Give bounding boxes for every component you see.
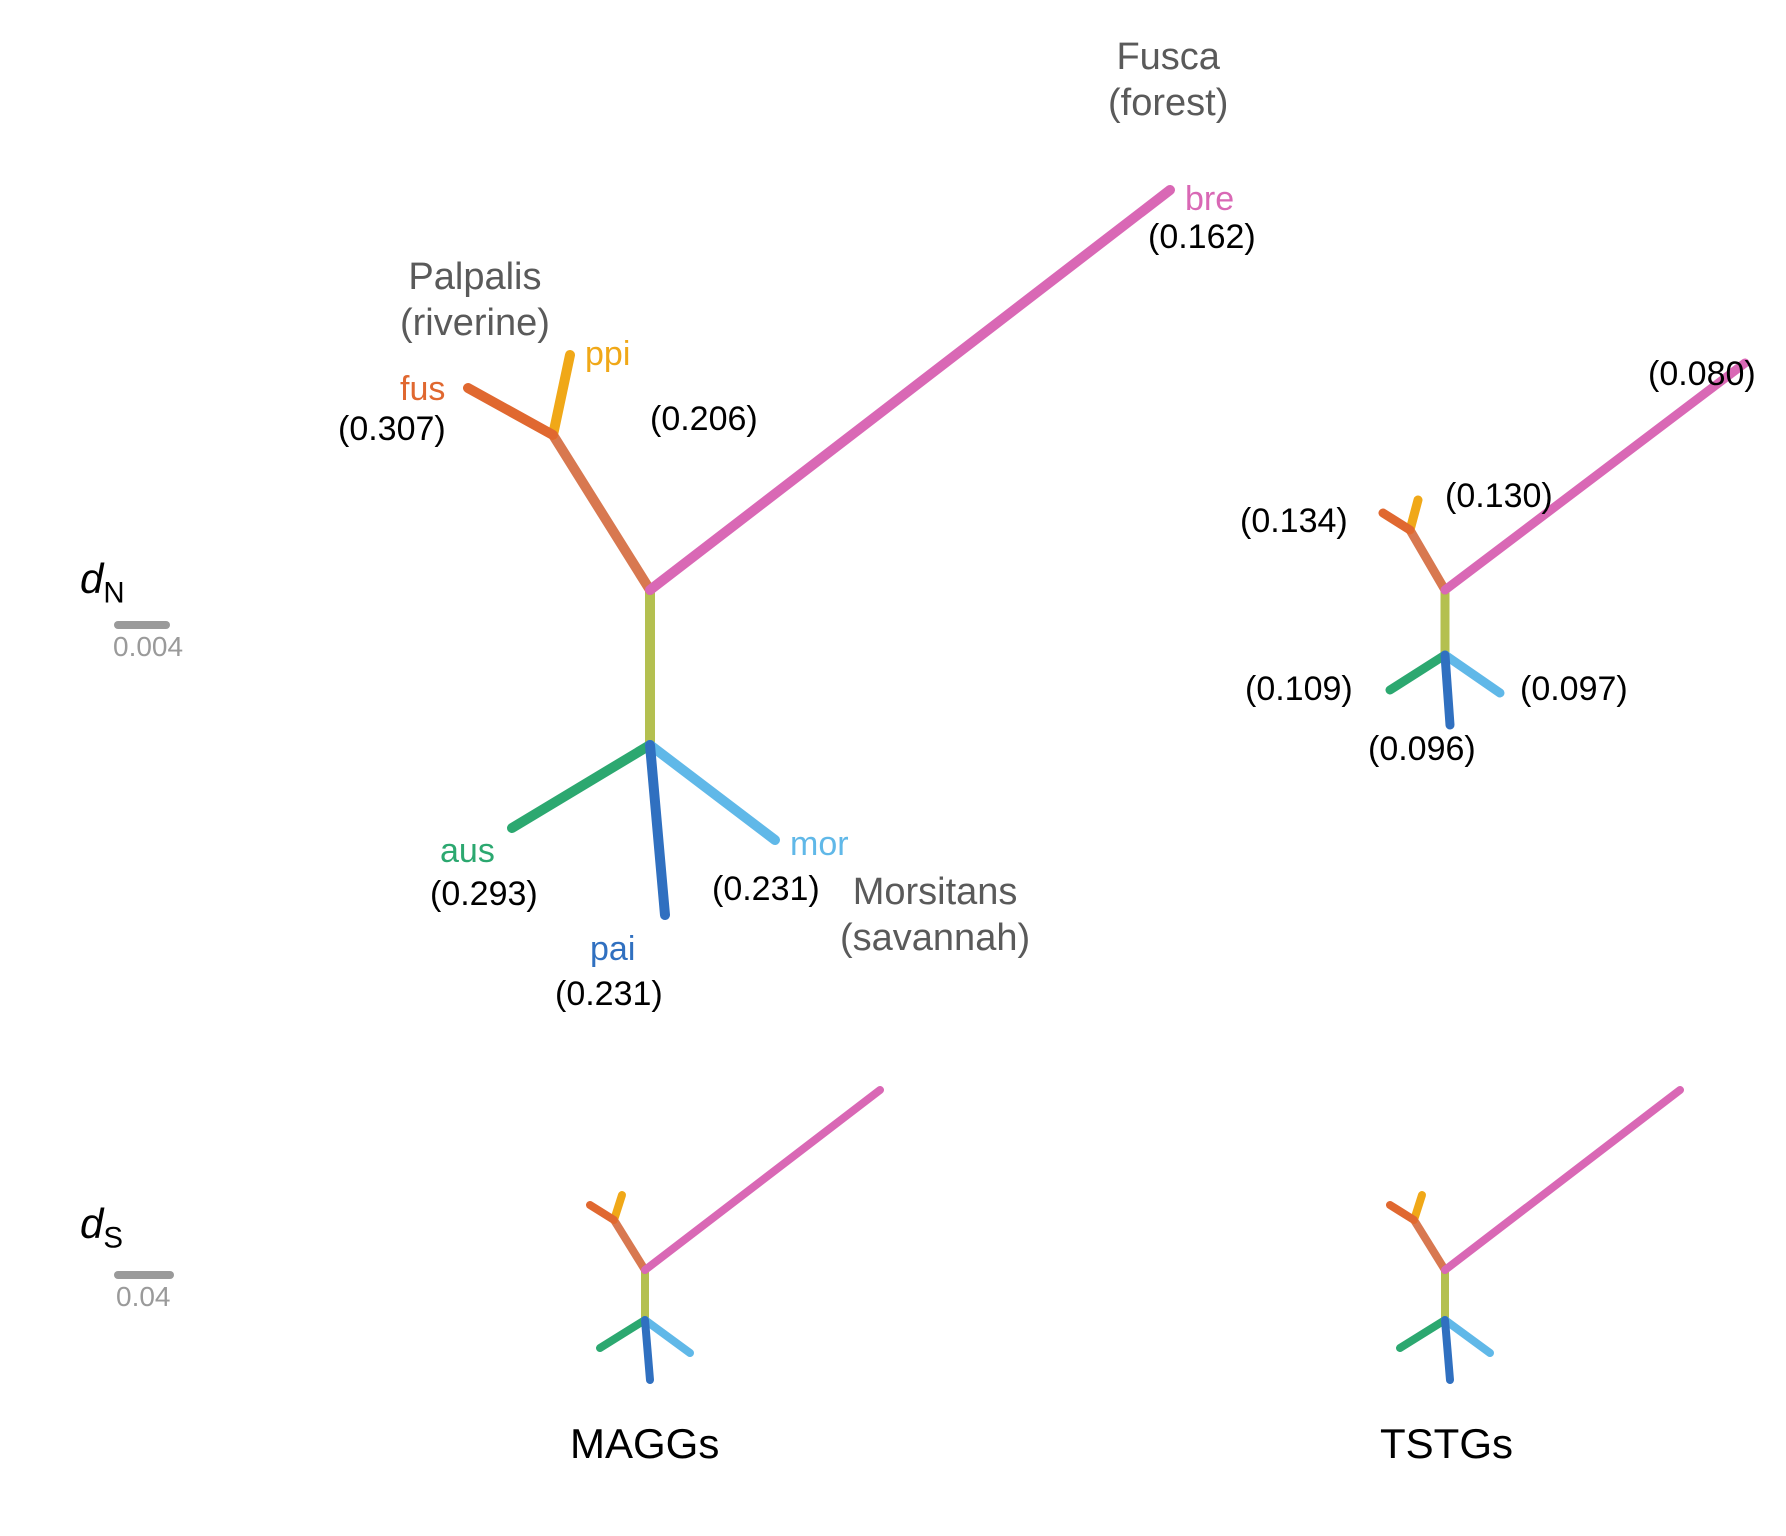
branch-dn_maggs-mor	[650, 745, 775, 840]
group-label-line1: Fusca	[1116, 36, 1219, 78]
group-label-morsitans: Morsitans (savannah)	[840, 870, 1030, 961]
value-dn-tstgs-fus: (0.134)	[1240, 502, 1348, 541]
branch-dn_maggs-aus	[512, 745, 650, 828]
group-label-line2: (riverine)	[400, 302, 550, 344]
tip-label-mor: mor	[790, 825, 849, 864]
group-label-fusca: Fusca (forest)	[1108, 35, 1228, 126]
scale-label-ds: 0.04	[116, 1281, 171, 1313]
branch-ds_tstgs-fus	[1390, 1205, 1414, 1220]
branch-dn_tstgs-stem_upper	[1410, 530, 1445, 590]
group-label-line2: (savannah)	[840, 917, 1030, 959]
value-dn-tstgs-mor: (0.097)	[1520, 670, 1628, 709]
branch-ds_tstgs-aus	[1400, 1320, 1445, 1348]
group-label-line1: Morsitans	[853, 871, 1018, 913]
branch-dn_maggs-fus	[468, 388, 553, 435]
branch-dn_maggs-ppi	[553, 355, 570, 435]
tip-label-ppi: ppi	[585, 335, 630, 374]
branch-dn_tstgs-aus	[1390, 655, 1445, 690]
branch-ds_maggs-stem_upper	[614, 1220, 645, 1270]
value-dn-tstgs-ppi: (0.130)	[1445, 477, 1553, 516]
branch-ds_tstgs-bre	[1445, 1090, 1680, 1270]
tree-svg	[0, 0, 1786, 1536]
row-label-ds-sub: S	[103, 1221, 123, 1254]
figure-canvas: Fusca (forest) Palpalis (riverine) Morsi…	[0, 0, 1786, 1536]
branch-ds_maggs-mor	[645, 1320, 690, 1353]
value-dn-maggs-fus: (0.307)	[338, 410, 446, 449]
branch-ds_tstgs-mor	[1445, 1320, 1490, 1353]
branch-ds_maggs-fus	[590, 1205, 614, 1220]
branch-dn_maggs-bre	[650, 190, 1170, 590]
branch-dn_maggs-stem_upper	[553, 435, 650, 590]
value-dn-tstgs-aus: (0.109)	[1245, 670, 1353, 709]
value-dn-maggs-aus: (0.293)	[430, 875, 538, 914]
group-label-line1: Palpalis	[408, 256, 541, 298]
value-dn-maggs-pai: (0.231)	[555, 975, 663, 1014]
tip-label-bre: bre	[1185, 180, 1234, 219]
branch-dn_maggs-pai	[650, 745, 665, 915]
branch-ds_tstgs-stem_upper	[1414, 1220, 1445, 1270]
branch-ds_tstgs-pai	[1445, 1320, 1450, 1380]
branch-dn_tstgs-pai	[1445, 655, 1450, 725]
group-label-line2: (forest)	[1108, 82, 1228, 124]
value-dn-tstgs-bre: (0.080)	[1648, 355, 1756, 394]
tip-label-pai: pai	[590, 930, 635, 969]
branch-ds_maggs-aus	[600, 1320, 645, 1348]
tip-label-fus: fus	[400, 370, 445, 409]
scale-label-dn: 0.004	[113, 631, 183, 663]
value-dn-maggs-mor: (0.231)	[712, 870, 820, 909]
value-dn-tstgs-pai: (0.096)	[1368, 730, 1476, 769]
group-label-palpalis: Palpalis (riverine)	[400, 255, 550, 346]
tip-label-aus: aus	[440, 832, 495, 871]
panel-label-tstgs: TSTGs	[1380, 1420, 1513, 1468]
branch-ds_maggs-pai	[645, 1320, 650, 1380]
row-label-dn: dN	[80, 555, 125, 610]
value-dn-maggs-ppi: (0.206)	[650, 400, 758, 439]
value-dn-maggs-bre: (0.162)	[1148, 218, 1256, 257]
branch-dn_tstgs-fus	[1383, 513, 1410, 530]
branch-ds_maggs-bre	[645, 1090, 880, 1270]
row-label-dn-sub: N	[103, 576, 124, 609]
branch-dn_tstgs-mor	[1445, 655, 1500, 693]
row-label-ds: dS	[80, 1200, 123, 1255]
panel-label-maggs: MAGGs	[570, 1420, 719, 1468]
